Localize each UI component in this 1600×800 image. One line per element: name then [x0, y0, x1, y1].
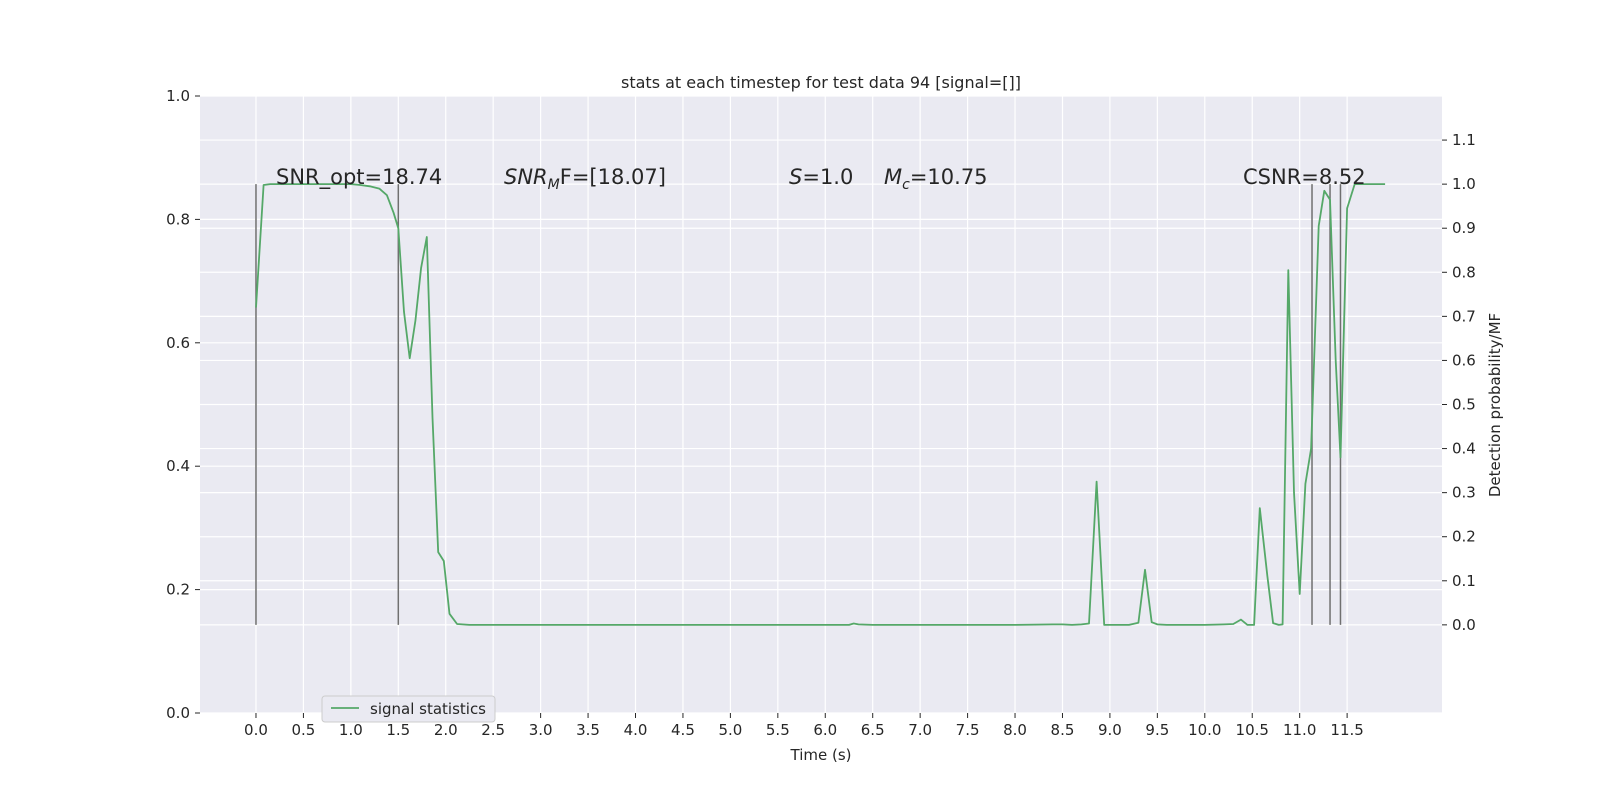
- y-left-tick-label: 0.0: [166, 704, 190, 722]
- x-tick-label: 4.5: [671, 721, 695, 739]
- y-right-tick-label: 0.0: [1452, 616, 1476, 634]
- x-tick-label: 1.0: [339, 721, 363, 739]
- y-axis-right: 0.0 0.1 0.2 0.3 0.4 0.5 0.6 0.7 0.8 0.9 1.0 1.1: [1442, 131, 1476, 634]
- y-axis-right-label: Detection probability/MF: [1486, 313, 1504, 497]
- annotation-snr-opt: SNR_opt=18.74: [276, 165, 442, 190]
- y-right-tick-label: 0.8: [1452, 263, 1476, 281]
- y-axis-left: 0.0 0.2 0.4 0.6 0.8 1.0: [166, 87, 200, 722]
- legend-box: [321, 695, 496, 723]
- x-tick-label: 3.5: [576, 721, 600, 739]
- y-right-tick-label: 0.1: [1452, 572, 1476, 590]
- y-left-tick-label: 1.0: [166, 87, 190, 105]
- x-tick-label: 1.5: [386, 721, 410, 739]
- x-tick-label: 10.0: [1188, 721, 1221, 739]
- y-right-tick-label: 0.7: [1452, 307, 1476, 325]
- grid: [200, 95, 1442, 714]
- y-left-tick-label: 0.4: [166, 457, 190, 475]
- x-tick-label: 6.0: [813, 721, 837, 739]
- x-tick-label: 7.5: [956, 721, 980, 739]
- x-tick-label: 8.0: [1003, 721, 1027, 739]
- x-tick-label: 7.0: [908, 721, 932, 739]
- chart-title: stats at each timestep for test data 94 …: [621, 73, 1021, 92]
- y-right-tick-label: 0.2: [1452, 528, 1476, 546]
- y-right-tick-label: 0.6: [1452, 351, 1476, 369]
- y-right-tick-label: 1.1: [1452, 131, 1476, 149]
- series-line-signal-statistics: [255, 183, 1386, 626]
- x-tick-label: 2.5: [481, 721, 505, 739]
- x-tick-label: 5.5: [766, 721, 790, 739]
- annotation-mc: Mc=10.75: [884, 165, 988, 193]
- x-tick-label: 3.0: [529, 721, 553, 739]
- x-tick-label: 0.0: [244, 721, 268, 739]
- y-right-tick-label: 0.9: [1452, 219, 1476, 237]
- x-tick-label: 10.5: [1236, 721, 1269, 739]
- x-tick-label: 9.0: [1098, 721, 1122, 739]
- x-tick-label: 9.5: [1145, 721, 1169, 739]
- x-tick-label: 11.5: [1330, 721, 1363, 739]
- annotation-csnr: CSNR=8.52: [1243, 165, 1366, 189]
- x-tick-label: 4.0: [624, 721, 648, 739]
- legend: signal statistics: [321, 695, 496, 723]
- annotation-s: S=1.0: [789, 165, 853, 189]
- y-left-tick-label: 0.2: [166, 581, 190, 599]
- y-right-tick-label: 0.4: [1452, 440, 1476, 458]
- series-layer: [255, 183, 1386, 626]
- y-right-tick-label: 1.0: [1452, 175, 1476, 193]
- y-right-tick-label: 0.3: [1452, 484, 1476, 502]
- x-tick-label: 2.0: [434, 721, 458, 739]
- x-tick-label: 11.0: [1283, 721, 1316, 739]
- y-right-tick-label: 0.5: [1452, 396, 1476, 414]
- x-tick-label: 0.5: [291, 721, 315, 739]
- legend-label: signal statistics: [370, 700, 486, 718]
- x-tick-label: 6.5: [861, 721, 885, 739]
- x-axis-label: Time (s): [790, 746, 852, 764]
- y-left-tick-label: 0.8: [166, 210, 190, 228]
- x-tick-label: 8.5: [1051, 721, 1075, 739]
- x-tick-label: 5.0: [718, 721, 742, 739]
- x-axis: 0.0 0.5 1.0 1.5 2.0 2.5 3.0 3.5 4.0 4.5 5.0 5.5 6.0 6…: [244, 713, 1364, 739]
- annotation-snr-mf: SNRMF=[18.07]: [504, 165, 666, 193]
- y-left-tick-label: 0.6: [166, 334, 190, 352]
